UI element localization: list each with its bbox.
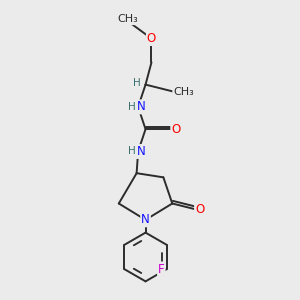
Text: N: N	[137, 100, 146, 113]
Text: O: O	[171, 123, 181, 136]
Text: H: H	[133, 78, 141, 88]
Text: N: N	[141, 213, 150, 226]
Text: CH₃: CH₃	[173, 87, 194, 97]
Text: F: F	[158, 263, 165, 276]
Text: O: O	[147, 32, 156, 45]
Text: H: H	[128, 102, 135, 112]
Text: N: N	[137, 145, 146, 158]
Text: CH₃: CH₃	[117, 14, 138, 24]
Text: H: H	[128, 146, 135, 157]
Text: O: O	[195, 203, 204, 216]
